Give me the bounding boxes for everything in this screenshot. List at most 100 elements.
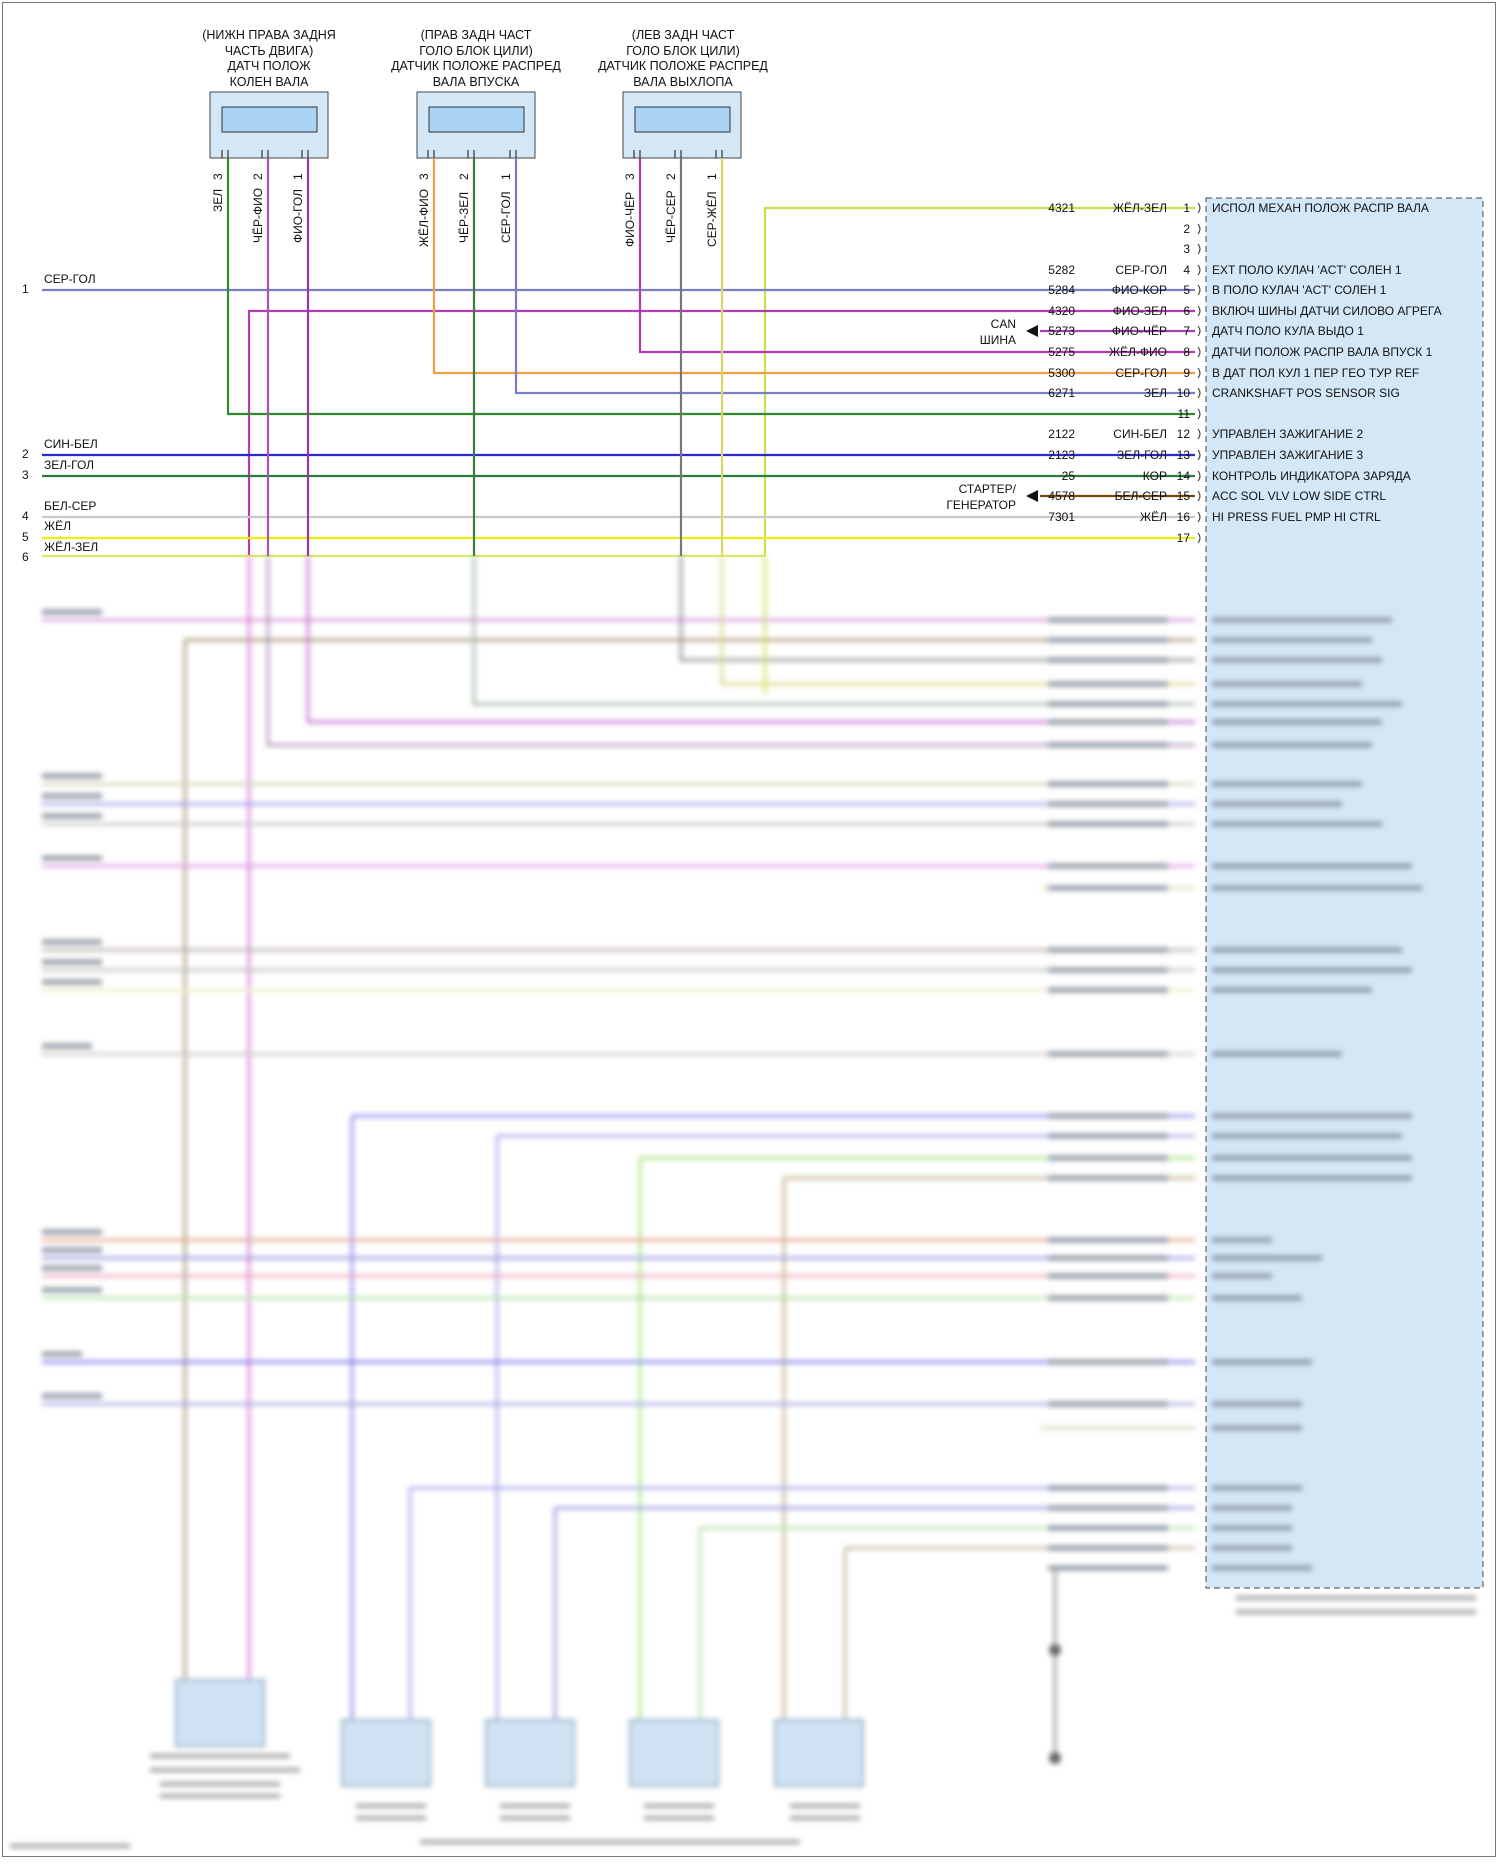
crank-title-line: ДАТЧ ПОЛОЖ	[227, 59, 310, 73]
pcm-pin-terminal	[1197, 325, 1201, 337]
pcm-pin-description: В ДАТ ПОЛ КУЛ 1 ПЕР ГЕО ТУР REF	[1212, 366, 1419, 380]
pcm-pin-number: 6	[1183, 304, 1190, 318]
cam-exhaust-title-line: (ЛЕВ ЗАДН ЧАСТ	[632, 28, 735, 42]
pcm-pin-number: 4	[1183, 263, 1190, 277]
starter-arrow-icon	[1026, 490, 1038, 502]
pcm-pin-wire-color: ФИО-ЧЁР	[1112, 324, 1167, 338]
cam-ex-pin1-num: 1	[705, 173, 719, 180]
pcm-pin-circuit: 5300	[1048, 366, 1075, 380]
blurred-lower-section	[10, 556, 1476, 1848]
left-wire-label: СЕР-ГОЛ	[44, 272, 96, 286]
pcm-pin-circuit: 4320	[1048, 304, 1075, 318]
pcm-pin-terminal	[1197, 387, 1201, 399]
pcm-pin-description: УПРАВЛЕН ЗАЖИГАНИЕ 3	[1212, 448, 1363, 462]
pcm-pin-number: 3	[1183, 242, 1190, 256]
pcm-pin-terminal	[1197, 223, 1201, 235]
left-wire-num: 4	[22, 509, 29, 523]
pcm-pin-number: 10	[1177, 386, 1191, 400]
crank-pin1-label: ФИО-ГОЛ	[291, 189, 305, 243]
pcm-pin-circuit: 5284	[1048, 283, 1075, 297]
wire-pin5	[247, 309, 1195, 556]
pcm-pin-description: ВКЛЮЧ ШИНЫ ДАТЧИ СИЛОВО АГРЕГА	[1212, 304, 1442, 318]
pcm-pin-description: EXT ПОЛО КУЛАЧ 'ACT' СОЛЕН 1	[1212, 263, 1402, 277]
cam-intake-title-line: ГОЛО БЛОК ЦИЛИ)	[419, 44, 533, 58]
can-arrow-icon	[1026, 325, 1038, 337]
pcm-pin-number: 5	[1183, 283, 1190, 297]
pcm-pin-wire-color: ФИО-КОР	[1112, 283, 1167, 297]
pcm-pin-circuit: 5275	[1048, 345, 1075, 359]
cam-ex-pin3-label: ФИО-ЧЁР	[623, 192, 637, 247]
pcm-pin-number: 2	[1183, 222, 1190, 236]
cam-in-pin2-num: 2	[457, 173, 471, 180]
pcm-pin-wire-color: ЖЁЛ-ЗЕЛ	[1113, 201, 1167, 215]
pcm-pin-wire-color: СЕР-ГОЛ	[1115, 366, 1167, 380]
cam-ex-pin1-label: СЕР-ЖЁЛ	[705, 191, 719, 247]
can-label-2: ШИНА	[980, 333, 1016, 347]
pcm-pin-number: 12	[1177, 427, 1191, 441]
cam-in-pin3-num: 3	[417, 173, 431, 180]
crank-title-line: КОЛЕН ВАЛА	[230, 75, 310, 89]
pcm-pin-terminal	[1197, 243, 1201, 255]
pcm-pin-number: 1	[1183, 201, 1190, 215]
pcm-pin-circuit: 4578	[1048, 489, 1075, 503]
pcm-pin-number: 7	[1183, 324, 1190, 338]
pcm-pin-description: УПРАВЛЕН ЗАЖИГАНИЕ 2	[1212, 427, 1363, 441]
left-wire-num: 2	[22, 447, 29, 461]
pcm-pin-wire-color: СИН-БЕЛ	[1113, 427, 1167, 441]
pcm-pin-number: 14	[1177, 469, 1191, 483]
crank-pin2-num: 2	[251, 173, 265, 180]
pcm-module	[1205, 197, 1484, 1589]
cam-ex-pin2-num: 2	[664, 173, 678, 180]
pcm-pin-terminal	[1197, 490, 1201, 502]
cam-ex-pin3-num: 3	[623, 173, 637, 180]
pcm-pin-terminal	[1197, 284, 1201, 296]
pcm-pin-wire-color: ЖЁЛ-ФИО	[1109, 345, 1167, 359]
wire-pin1	[763, 206, 1195, 556]
left-wire-num: 6	[22, 550, 29, 564]
cam-ex-pin2-label: ЧЁР-СЕР	[664, 190, 678, 243]
crank-title-line: ЧАСТЬ ДВИГА)	[225, 44, 314, 58]
pcm-pin-terminal	[1197, 428, 1201, 440]
sensor-cam-intake-connector	[416, 91, 536, 159]
pcm-pin-wire-color: ЗЕЛ	[1144, 386, 1167, 400]
pcm-pin-terminal	[1197, 470, 1201, 482]
pcm-pin-number: 17	[1177, 531, 1191, 545]
left-wire-num: 1	[22, 282, 29, 296]
cam-exhaust-title-line: ГОЛО БЛОК ЦИЛИ)	[626, 44, 740, 58]
pcm-pin-circuit: 2123	[1048, 448, 1075, 462]
pcm-pin-circuit: 6271	[1048, 386, 1075, 400]
crank-pin3-num: 3	[211, 173, 225, 180]
pcm-pin-description: CRANKSHAFT POS SENSOR SIG	[1212, 386, 1400, 400]
cam-in-pin1-label: СЕР-ГОЛ	[499, 191, 513, 243]
pcm-pin-circuit: 25	[1062, 469, 1076, 483]
left-wire-num: 3	[22, 468, 29, 482]
pcm-pin-wire-color: БЕЛ-СЕР	[1115, 489, 1167, 503]
pcm-pin-terminal	[1197, 202, 1201, 214]
pcm-pin-description: ACC SOL VLV LOW SIDE CTRL	[1212, 489, 1386, 503]
pcm-pin-wire-color: ЖЁЛ	[1140, 510, 1167, 524]
pcm-pin-terminal	[1197, 532, 1201, 544]
pcm-pin-number: 13	[1177, 448, 1191, 462]
cam-exhaust-title-line: ВАЛА ВЫХЛОПА	[633, 75, 733, 89]
pcm-pin-wire-color: КОР	[1143, 469, 1167, 483]
cam-intake-title-line: ДАТЧИК ПОЛОЖЕ РАСПРЕД	[391, 59, 561, 73]
crank-title-line: (НИЖН ПРАВА ЗАДНЯ	[202, 28, 336, 42]
pcm-pin-description: ИСПОЛ МЕХАН ПОЛОЖ РАСПР ВАЛА	[1212, 201, 1429, 215]
cam-exhaust-title-line: ДАТЧИК ПОЛОЖЕ РАСПРЕД	[598, 59, 768, 73]
wire-pin8	[432, 158, 1195, 375]
left-wire-num: 5	[22, 530, 29, 544]
pcm-pin-terminal	[1197, 408, 1201, 420]
pcm-pin-wire-color: СЕР-ГОЛ	[1115, 263, 1167, 277]
pcm-pin-description: HI PRESS FUEL PMP HI CTRL	[1212, 510, 1381, 524]
cam-intake-title-line: (ПРАВ ЗАДН ЧАСТ	[421, 28, 532, 42]
pcm-pin-description: ДАТЧИ ПОЛОЖ РАСПР ВАЛА ВПУСК 1	[1212, 345, 1433, 359]
crank-pin2-label: ЧЁР-ФИО	[251, 188, 265, 243]
pcm-pin-terminal	[1197, 346, 1201, 358]
cam-intake-title-line: ВАЛА ВПУСКА	[433, 75, 520, 89]
pcm-pin-number: 11	[1178, 407, 1191, 421]
pcm-pin-circuit: 5273	[1048, 324, 1075, 338]
crank-pin1-num: 1	[291, 173, 305, 180]
wire-pin7	[638, 158, 1195, 354]
